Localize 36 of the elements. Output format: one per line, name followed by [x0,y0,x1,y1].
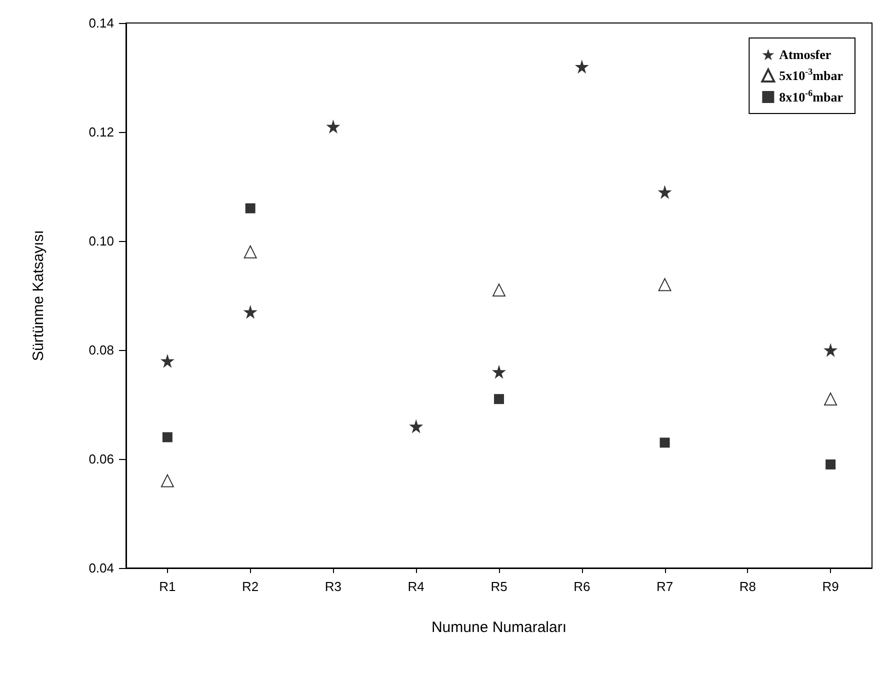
x-tick-label: R7 [656,579,674,594]
y-tick-label: 0.14 [88,16,114,30]
x-tick-label: R3 [324,579,342,594]
point [409,419,424,434]
y-tick-label: 0.04 [88,560,114,576]
point [494,394,504,404]
x-tick-label: R2 [242,579,259,594]
point [492,364,506,379]
x-tick-label: R6 [574,579,590,594]
y-tick-label: 0.10 [88,234,114,248]
point [160,354,174,368]
x-tick-label: R9 [822,579,839,594]
point [660,438,670,448]
y-tick-label: 0.08 [88,342,114,358]
point [245,203,256,214]
point [658,184,672,199]
y-tick-label: 0.12 [88,124,114,140]
point [162,432,172,442]
point [824,343,838,357]
x-axis-title: Numune Numaraları [431,619,567,636]
y-axis-title: Sürtünme Katsayısı [30,230,47,361]
point [160,474,174,488]
point [244,245,257,258]
y-tick-label: 0.06 [88,452,114,466]
point [824,392,838,406]
point [826,459,836,470]
legend-label: Atmosfer [779,47,832,62]
point [574,60,589,74]
x-tick-label: R8 [739,579,756,594]
point [326,120,340,134]
point [243,304,258,319]
x-tick-label: R5 [490,579,508,594]
point [492,284,506,297]
x-tick-label: R1 [159,579,176,594]
x-tick-label: R4 [408,579,424,594]
point [658,278,672,292]
